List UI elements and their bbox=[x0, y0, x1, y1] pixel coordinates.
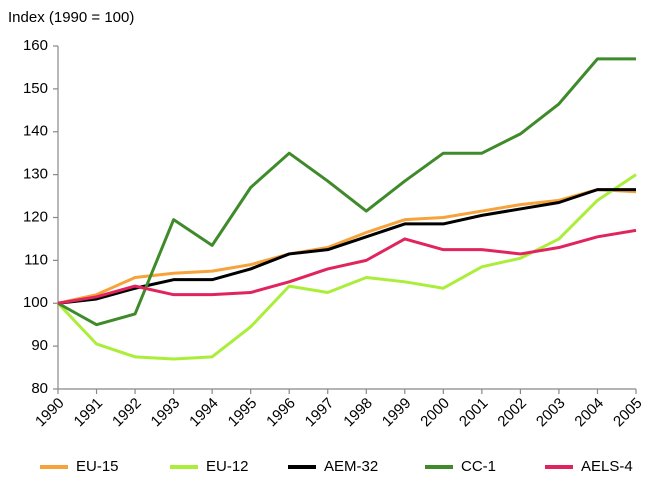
y-axis-label: Index (1990 = 100) bbox=[8, 9, 134, 26]
x-tick-label: 1997 bbox=[302, 395, 338, 431]
y-tick-label: 140 bbox=[23, 123, 48, 140]
line bbox=[57, 188, 636, 305]
x-tick-label: 1991 bbox=[71, 395, 107, 431]
x-tick-label: 2001 bbox=[456, 395, 492, 431]
legend-label: EU-15 bbox=[76, 458, 119, 475]
line bbox=[57, 188, 637, 305]
x-tick-label: 1993 bbox=[148, 395, 184, 431]
legend-label: AELS-4 bbox=[581, 458, 633, 475]
legend-label: CC-1 bbox=[461, 458, 496, 475]
line bbox=[57, 228, 637, 305]
legend-label: AEM-32 bbox=[324, 458, 378, 475]
x-tick-label: 2002 bbox=[494, 395, 530, 431]
x-tick-label: 1995 bbox=[225, 395, 261, 431]
y-tick-label: 80 bbox=[31, 380, 48, 397]
y-tick-label: 150 bbox=[23, 80, 48, 97]
y-tick-label: 90 bbox=[31, 337, 48, 354]
y-tick-label: 120 bbox=[23, 208, 48, 225]
y-tick-label: 110 bbox=[24, 251, 48, 268]
x-tick-label: 1990 bbox=[32, 395, 68, 431]
x-tick-label: 1996 bbox=[263, 395, 299, 431]
y-tick-label: 100 bbox=[23, 294, 48, 311]
line bbox=[56, 173, 637, 361]
x-tick-label: 2003 bbox=[533, 395, 569, 431]
x-tick-label: 1998 bbox=[340, 395, 376, 431]
y-tick-label: 130 bbox=[23, 166, 48, 183]
x-tick-label: 1992 bbox=[109, 395, 145, 431]
x-tick-label: 1999 bbox=[379, 395, 415, 431]
y-tick-label: 160 bbox=[23, 37, 48, 54]
x-tick-label: 1994 bbox=[186, 395, 222, 431]
line bbox=[57, 57, 636, 327]
x-tick-label: 2004 bbox=[571, 395, 607, 431]
x-tick-label: 2005 bbox=[610, 395, 646, 431]
x-tick-label: 2000 bbox=[417, 395, 453, 431]
legend-label: EU-12 bbox=[206, 458, 249, 475]
